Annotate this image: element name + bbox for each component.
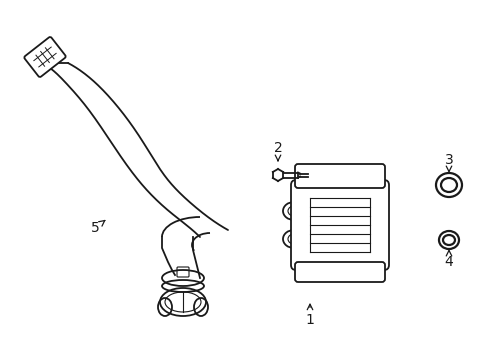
FancyBboxPatch shape xyxy=(290,180,388,270)
Text: 2: 2 xyxy=(273,141,282,161)
Text: 4: 4 xyxy=(444,249,452,269)
FancyBboxPatch shape xyxy=(24,37,65,77)
FancyBboxPatch shape xyxy=(294,262,384,282)
Text: 5: 5 xyxy=(90,220,104,235)
Text: 3: 3 xyxy=(444,153,452,172)
FancyBboxPatch shape xyxy=(294,164,384,188)
Text: 1: 1 xyxy=(305,304,314,327)
